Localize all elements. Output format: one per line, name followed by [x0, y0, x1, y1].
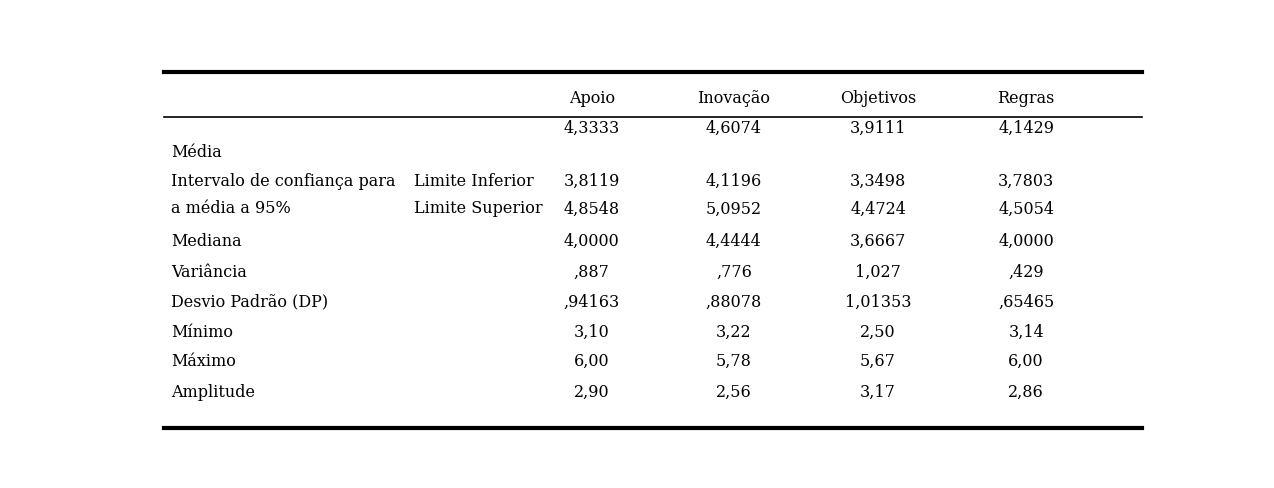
Text: Limite Superior: Limite Superior [414, 201, 543, 217]
Text: 4,0000: 4,0000 [999, 233, 1054, 250]
Text: ,887: ,887 [573, 264, 610, 281]
Text: ,429: ,429 [1008, 264, 1043, 281]
Text: 4,1429: 4,1429 [998, 121, 1054, 137]
Text: ,776: ,776 [716, 264, 752, 281]
Text: 3,6667: 3,6667 [850, 233, 906, 250]
Text: Inovação: Inovação [697, 89, 771, 106]
Text: 6,00: 6,00 [573, 352, 609, 369]
Text: Desvio Padrão (DP): Desvio Padrão (DP) [171, 294, 329, 310]
Text: 4,5054: 4,5054 [998, 201, 1054, 217]
Text: 5,78: 5,78 [716, 352, 752, 369]
Text: 3,14: 3,14 [1008, 324, 1043, 341]
Text: 3,10: 3,10 [573, 324, 609, 341]
Text: ,65465: ,65465 [998, 294, 1055, 310]
Text: 1,027: 1,027 [855, 264, 901, 281]
Text: Apoio: Apoio [568, 89, 615, 106]
Text: 4,4444: 4,4444 [706, 233, 762, 250]
Text: 3,8119: 3,8119 [563, 173, 620, 190]
Text: Máximo: Máximo [171, 352, 236, 369]
Text: Mediana: Mediana [171, 233, 242, 250]
Text: 4,6074: 4,6074 [706, 121, 762, 137]
Text: Objetivos: Objetivos [840, 89, 916, 106]
Text: 2,90: 2,90 [573, 384, 609, 401]
Text: 4,3333: 4,3333 [563, 121, 620, 137]
Text: 3,9111: 3,9111 [850, 121, 906, 137]
Text: 5,67: 5,67 [860, 352, 896, 369]
Text: 4,1196: 4,1196 [706, 173, 762, 190]
Text: Limite Inferior: Limite Inferior [414, 173, 534, 190]
Text: 4,0000: 4,0000 [564, 233, 619, 250]
Text: 5,0952: 5,0952 [706, 201, 762, 217]
Text: 3,3498: 3,3498 [850, 173, 906, 190]
Text: 3,17: 3,17 [860, 384, 896, 401]
Text: a média a 95%: a média a 95% [171, 201, 290, 217]
Text: Intervalo de confiança para: Intervalo de confiança para [171, 173, 396, 190]
Text: 6,00: 6,00 [1008, 352, 1043, 369]
Text: ,88078: ,88078 [706, 294, 762, 310]
Text: Média: Média [171, 144, 222, 161]
Text: 2,50: 2,50 [860, 324, 896, 341]
Text: Variância: Variância [171, 264, 247, 281]
Text: 1,01353: 1,01353 [845, 294, 911, 310]
Text: Amplitude: Amplitude [171, 384, 255, 401]
Text: Regras: Regras [998, 89, 1055, 106]
Text: ,94163: ,94163 [563, 294, 620, 310]
Text: 2,86: 2,86 [1008, 384, 1043, 401]
Text: 2,56: 2,56 [716, 384, 752, 401]
Text: 3,22: 3,22 [716, 324, 752, 341]
Text: 4,8548: 4,8548 [563, 201, 619, 217]
Text: 3,7803: 3,7803 [998, 173, 1055, 190]
Text: 4,4724: 4,4724 [850, 201, 906, 217]
Text: Mínimo: Mínimo [171, 324, 233, 341]
